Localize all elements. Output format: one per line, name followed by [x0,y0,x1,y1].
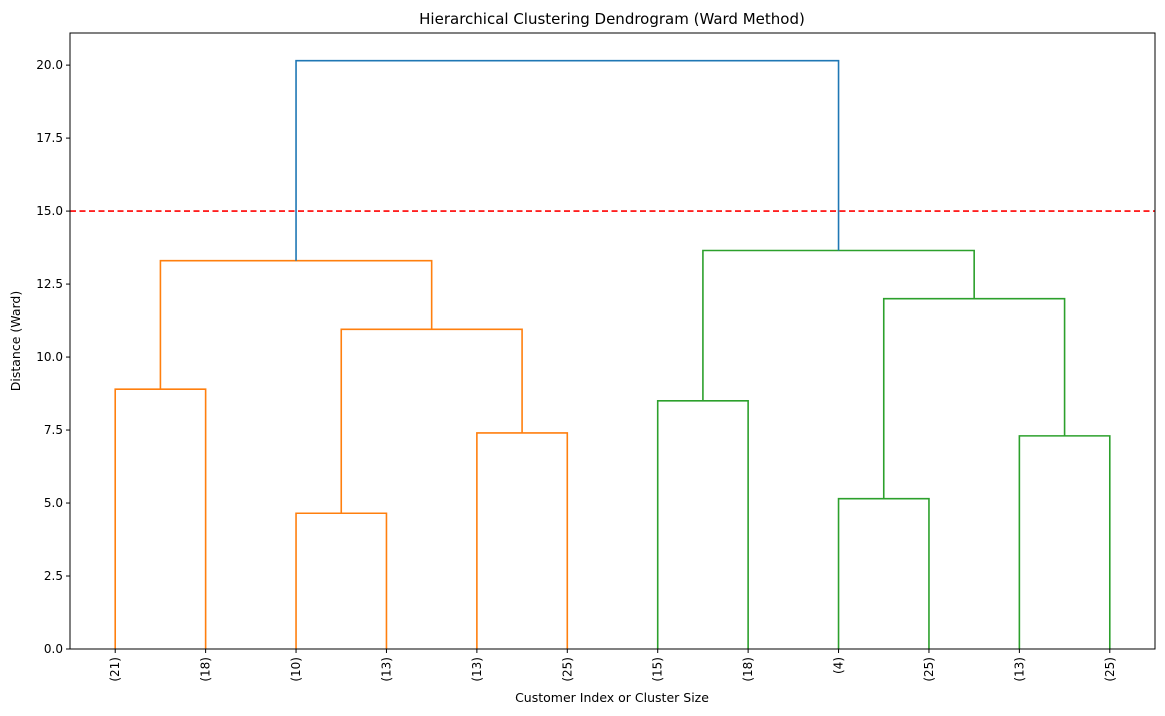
y-tick-label: 0.0 [44,642,63,656]
y-tick-label: 15.0 [36,204,63,218]
plot-frame [69,32,1156,650]
y-tick-label: 7.5 [44,423,63,437]
dendrogram-link [295,59,840,261]
leaf-label: (21) [108,657,122,682]
y-tick-label: 10.0 [36,350,63,364]
dendrogram-link [114,388,207,649]
leaf-label: (13) [379,657,393,682]
chart-title: Hierarchical Clustering Dendrogram (Ward… [419,10,805,28]
dendrogram-link [159,259,433,390]
y-tick-label: 12.5 [36,277,63,291]
dendrogram-link [476,432,569,649]
leaf-label: (10) [289,657,303,682]
dendrogram-link [882,297,1066,499]
y-tick-label: 17.5 [36,131,63,145]
leaf-label: (25) [922,657,936,682]
leaf-label: (13) [1012,657,1026,682]
leaf-label: (13) [470,657,484,682]
leaf-label: (25) [560,657,574,682]
leaf-label: (25) [1103,657,1117,682]
dendrogram-link [837,497,930,649]
x-axis-title: Customer Index or Cluster Size [515,690,709,705]
plot-area: 0.0 2.5 5.0 7.5 10.0 12.5 15.0 17.5 20.0 (21) (18)… [36,32,1156,682]
leaf-label: (18) [199,657,213,682]
y-tick-label: 5.0 [44,496,63,510]
dendrogram-link [295,512,388,649]
leaf-label: (4) [832,657,846,674]
y-tick-label: 2.5 [44,569,63,583]
dendrogram-link [702,249,975,401]
leaf-label: (15) [651,657,665,682]
y-tick-label: 20.0 [36,58,63,72]
dendrogram-link [1018,435,1111,649]
leaf-label: (18) [741,657,755,682]
dendrogram-link [340,328,523,514]
dendrogram-link [656,400,749,649]
y-axis-title: Distance (Ward) [8,291,23,391]
